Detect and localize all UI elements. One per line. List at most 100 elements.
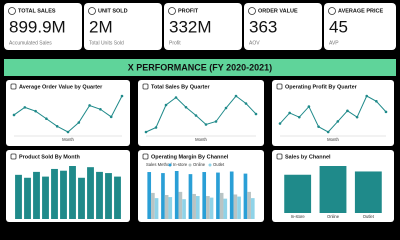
point (317, 125, 320, 129)
kpi-value: 45 (329, 17, 348, 36)
point (99, 107, 102, 111)
legend-swatch (208, 163, 212, 167)
bar (33, 171, 40, 219)
legend-label: Online (193, 162, 206, 167)
bar (188, 174, 193, 219)
point (77, 121, 81, 124)
point (34, 109, 37, 113)
x-axis-label: Month (195, 137, 207, 142)
bar (151, 192, 155, 219)
kpi-icon (248, 7, 256, 15)
point (12, 113, 16, 117)
x-tick-label: In-store (291, 214, 306, 219)
bar (233, 194, 238, 219)
dashboard: X PERFORMANCE (FY 2020-2021) TOTAL SALES… (4, 3, 396, 222)
point (204, 123, 208, 126)
point (224, 106, 228, 110)
point (326, 130, 330, 134)
point (346, 109, 349, 113)
point (154, 126, 158, 129)
bar (24, 177, 31, 219)
point (66, 130, 70, 134)
kpi-sub: Accumulated Sales (9, 40, 52, 46)
point (23, 106, 27, 109)
bar (216, 172, 220, 219)
bar (87, 167, 94, 219)
bar (178, 191, 183, 219)
point (194, 114, 198, 117)
kpi-label: ORDER VALUE (258, 8, 298, 14)
bar (114, 176, 121, 219)
point (355, 115, 359, 119)
kpi-sub: Total Units Sold (89, 40, 124, 46)
legend-swatch (168, 163, 172, 167)
x-axis-label: Month (62, 137, 74, 142)
bar (69, 166, 76, 219)
panel-title: Sales by Channel (285, 154, 331, 160)
bar (147, 172, 152, 219)
panel-icon (10, 83, 17, 90)
panel-title: Operating Profit By Quarter (285, 84, 358, 90)
legend-swatch (188, 163, 192, 167)
bar (206, 196, 210, 219)
kpi-icon (88, 7, 96, 15)
bar (247, 191, 251, 219)
point (184, 105, 188, 109)
point (214, 120, 218, 123)
kpi-icon (8, 7, 16, 15)
bar (60, 170, 67, 219)
bar (42, 176, 49, 219)
bar (192, 193, 196, 219)
panel (138, 80, 264, 146)
panel-icon (276, 153, 283, 160)
bar (195, 196, 200, 219)
bar (284, 174, 312, 213)
point (375, 99, 378, 103)
bar (78, 177, 85, 219)
kpi-sub: AVP (329, 40, 339, 46)
point (254, 112, 258, 116)
banner-title: X PERFORMANCE (FY 2020-2021) (128, 62, 272, 72)
panel (272, 80, 394, 146)
bar (154, 198, 159, 219)
bar (354, 171, 382, 213)
point (144, 130, 148, 134)
kpi-value: 899.9M (9, 17, 66, 36)
point (365, 94, 369, 98)
point (55, 125, 59, 128)
line (145, 95, 257, 133)
bar (237, 196, 241, 219)
panel-icon (142, 83, 149, 90)
panel-icon (276, 83, 283, 90)
bar (243, 173, 248, 219)
bar (250, 198, 255, 219)
point (307, 105, 311, 108)
point (164, 103, 168, 107)
point (244, 102, 248, 105)
point (278, 122, 282, 125)
kpi-value: 332M (169, 17, 212, 36)
kpi-label: UNIT SOLD (98, 8, 128, 14)
kpi-icon (168, 7, 176, 15)
point (288, 111, 291, 115)
bar (164, 195, 169, 219)
panel-title: Product Sold By Month (19, 154, 80, 160)
panel (6, 80, 130, 146)
bar (202, 172, 207, 219)
bar (174, 171, 179, 219)
kpi-card (164, 3, 242, 50)
banner (4, 59, 396, 76)
kpi-sub: AOV (249, 40, 260, 46)
x-tick-label: Outlet (363, 214, 375, 219)
bar (209, 197, 214, 219)
panel-icon (10, 153, 17, 160)
panel-title: Operating Margin By Channel (151, 154, 229, 160)
point (88, 104, 91, 107)
panel-title: Total Sales By Quarter (151, 84, 210, 90)
x-tick-label: Online (327, 214, 340, 219)
point (174, 96, 178, 99)
bar (219, 192, 224, 219)
kpi-card (84, 3, 162, 50)
kpi-value: 363 (249, 17, 277, 36)
point (45, 117, 48, 121)
